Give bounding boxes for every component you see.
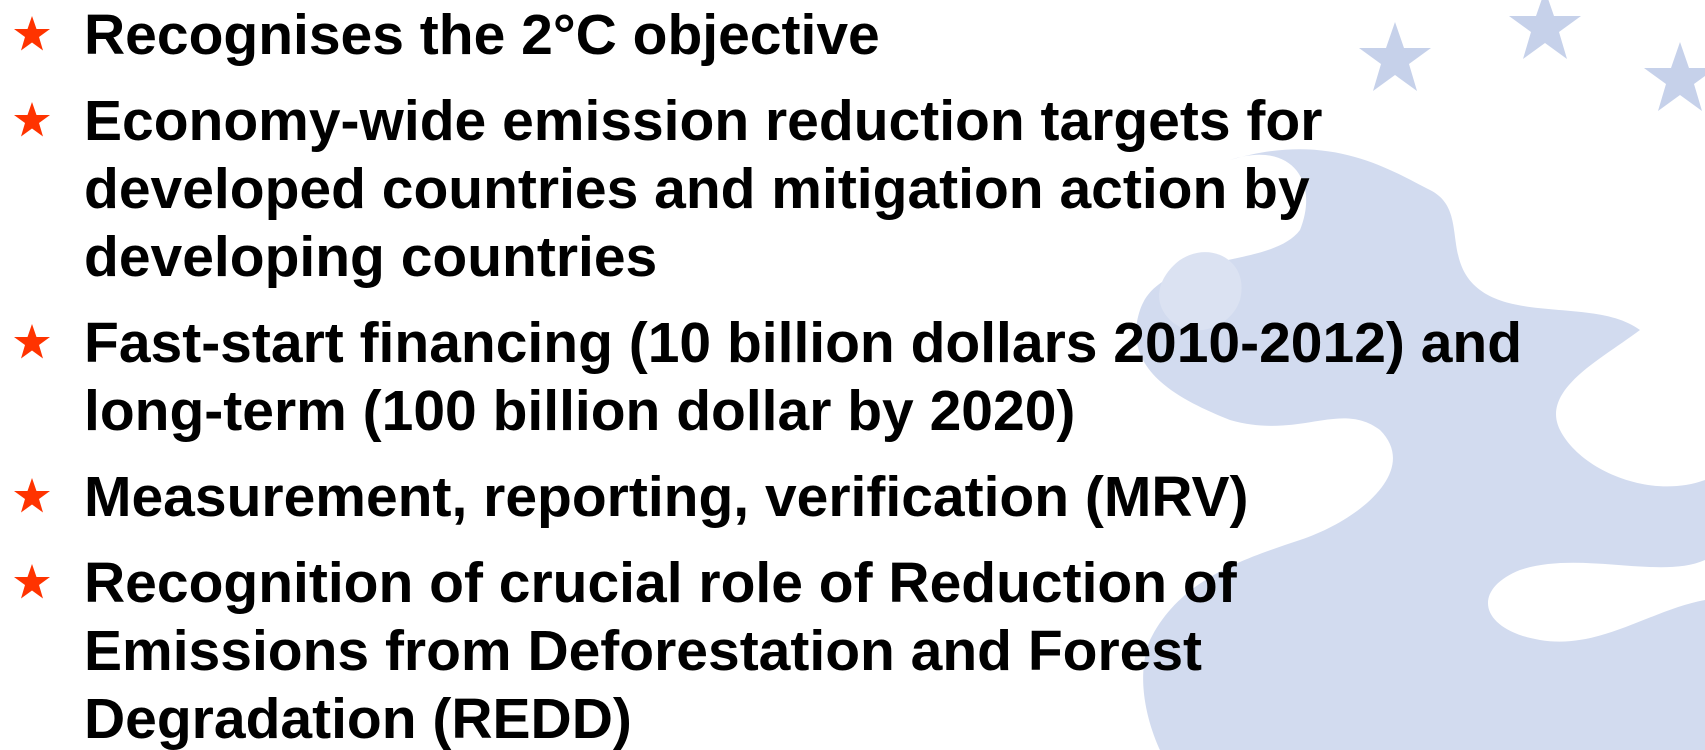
star	[14, 102, 50, 137]
bullet-text: Recognises the 2°C objective	[84, 3, 880, 67]
bullet-text: Recognition of crucial role of Reduction…	[84, 551, 1237, 615]
bullet-text: Degradation (REDD)	[84, 687, 632, 750]
bullet-text: long-term (100 billion dollar by 2020)	[84, 379, 1076, 443]
map-shape	[1159, 252, 1242, 331]
star-bullet	[14, 478, 50, 513]
star	[14, 324, 50, 359]
star	[14, 564, 50, 599]
bullet-item: Economy-wide emission reduction targets …	[0, 87, 1705, 291]
bullet-text: Economy-wide emission reduction targets …	[84, 89, 1323, 153]
star-bullet	[14, 564, 50, 599]
star-bullet	[14, 102, 50, 137]
bullet-text: Fast-start financing (10 billion dollars…	[84, 311, 1523, 375]
bullet-item: Measurement, reporting, verification (MR…	[0, 463, 1705, 531]
bullet-text: developing countries	[84, 225, 658, 289]
bullet-text: Measurement, reporting, verification (MR…	[84, 465, 1249, 529]
bullet-text: developed countries and mitigation actio…	[84, 157, 1310, 221]
bullet-text: Emissions from Deforestation and Forest	[84, 619, 1203, 683]
star	[14, 16, 50, 51]
bullet-item: Fast-start financing (10 billion dollars…	[0, 309, 1705, 445]
map-shape	[1136, 149, 1705, 750]
star-bullet	[14, 324, 50, 359]
star	[14, 478, 50, 513]
star-bullet	[14, 16, 50, 51]
bullet-item: Recognition of crucial role of Reduction…	[0, 549, 1705, 750]
bullet-item: Recognises the 2°C objective	[0, 1, 1705, 69]
